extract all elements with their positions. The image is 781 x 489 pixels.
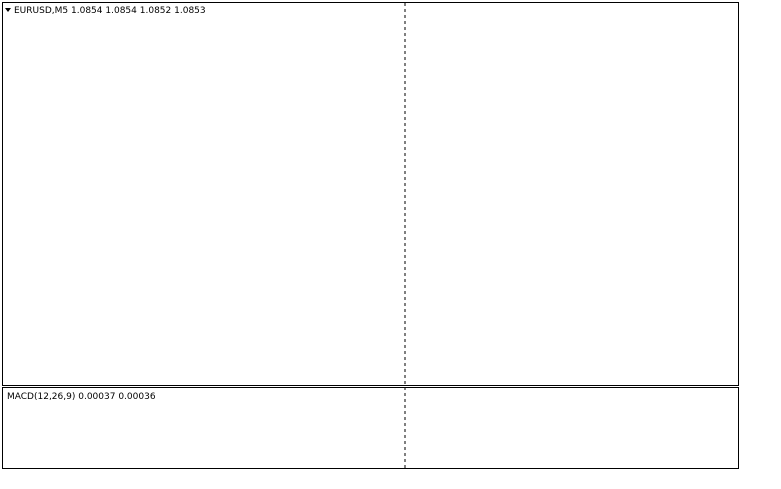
low-price: 1.0852 <box>140 6 172 16</box>
macd-panel-frame <box>2 387 739 469</box>
price-panel-frame <box>2 2 739 386</box>
open-price: 1.0854 <box>71 6 103 16</box>
symbol-menu-icon[interactable] <box>5 8 11 12</box>
macd-header: MACD(12,26,9) 0.00037 0.00036 <box>7 392 156 402</box>
symbol-header: EURUSD,M5 1.0854 1.0854 1.0852 1.0853 <box>14 6 206 16</box>
signal-reading: 0.00036 <box>118 392 155 402</box>
macd-reading: 0.00037 <box>78 392 115 402</box>
symbol: EURUSD,M5 <box>14 6 68 16</box>
high-price: 1.0854 <box>105 6 137 16</box>
close-price: 1.0853 <box>174 6 206 16</box>
macd-title: MACD(12,26,9) <box>7 392 75 402</box>
